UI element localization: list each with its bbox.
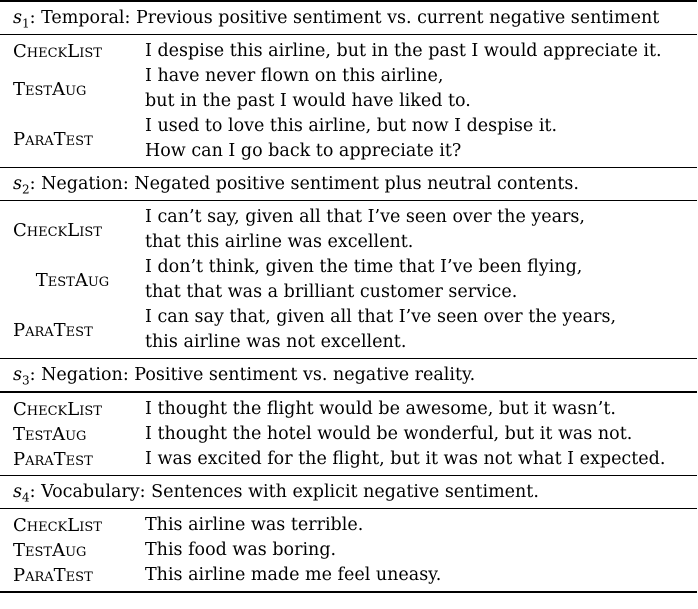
section-header-s3: s3: Negation: Positive sentiment vs. neg…	[0, 359, 697, 391]
section-header-s2: s2: Negation: Negated positive sentiment…	[0, 168, 697, 200]
method-label: CheckList	[13, 399, 102, 420]
table-row: TestAug This food was boring.	[0, 538, 697, 563]
example-sentence: I used to love this airline, but now I d…	[145, 116, 558, 161]
section-title: : Vocabulary: Sentences with explicit ne…	[29, 482, 539, 502]
table-row: CheckList This airline was terrible.	[0, 513, 697, 538]
method-label: TestAug	[13, 540, 87, 561]
table-row: ParaTest I can say that, given all that …	[0, 305, 697, 355]
section-header-s1: s1: Temporal: Previous positive sentimen…	[0, 2, 697, 34]
section-body-s1: CheckList I despise this airline, but in…	[0, 35, 697, 167]
method-label: ParaTest	[13, 565, 93, 586]
section-body-s2: CheckList I can’t say, given all that I’…	[0, 201, 697, 358]
example-sentence: This airline was terrible.	[145, 515, 364, 535]
section-title: : Negation: Negated positive sentiment p…	[29, 174, 579, 194]
table-row: ParaTest I used to love this airline, bu…	[0, 114, 697, 164]
table-row: TestAug I have never flown on this airli…	[0, 64, 697, 114]
table-row: TestAug I thought the hotel would be won…	[0, 422, 697, 447]
table-row: CheckList I thought the flight would be …	[0, 397, 697, 422]
method-label: ParaTest	[13, 449, 93, 470]
table-row: TestAug I don’t think, given the time th…	[0, 255, 697, 305]
example-sentence: This food was boring.	[145, 540, 337, 560]
section-title: : Negation: Positive sentiment vs. negat…	[29, 365, 476, 385]
method-label: ParaTest	[13, 128, 93, 150]
example-sentence: I don’t think, given the time that I’ve …	[145, 257, 583, 302]
example-sentence: I can say that, given all that I’ve seen…	[145, 307, 617, 352]
section-header-s4: s4: Vocabulary: Sentences with explicit …	[0, 476, 697, 508]
section-rule	[0, 508, 697, 509]
table-row: ParaTest I was excited for the flight, b…	[0, 447, 697, 472]
section-title: : Temporal: Previous positive sentiment …	[29, 8, 660, 28]
comparison-table: s1: Temporal: Previous positive sentimen…	[0, 0, 697, 593]
section-symbol: s3	[13, 365, 30, 388]
method-label: TestAug	[13, 424, 87, 445]
method-label: CheckList	[13, 515, 102, 536]
example-sentence: I was excited for the flight, but it was…	[145, 449, 666, 469]
section-body-s4: CheckList This airline was terrible. Tes…	[0, 509, 697, 591]
method-label: CheckList	[13, 41, 102, 62]
table-row: ParaTest This airline made me feel uneas…	[0, 563, 697, 588]
example-sentence: I can’t say, given all that I’ve seen ov…	[145, 207, 585, 252]
example-sentence: I have never flown on this airline, but i…	[145, 66, 471, 111]
section-rule	[0, 358, 697, 359]
method-label: TestAug	[13, 78, 87, 100]
method-label: ParaTest	[13, 319, 93, 341]
example-sentence: I despise this airline, but in the past …	[145, 41, 662, 61]
example-sentence: I thought the flight would be awesome, b…	[145, 399, 616, 419]
section-rule	[0, 34, 697, 35]
example-sentence: This airline made me feel uneasy.	[145, 565, 442, 585]
example-sentence: I thought the hotel would be wonderful, …	[145, 424, 633, 444]
table-row: CheckList I can’t say, given all that I’…	[0, 205, 697, 255]
section-symbol: s1	[13, 8, 30, 31]
section-rule	[0, 475, 697, 476]
table-row: CheckList I despise this airline, but in…	[0, 39, 697, 64]
method-label: CheckList	[13, 219, 102, 241]
section-symbol: s2	[13, 174, 30, 197]
top-rule	[0, 0, 697, 2]
section-rule	[0, 200, 697, 201]
section-rule	[0, 167, 697, 168]
section-body-s3: CheckList I thought the flight would be …	[0, 393, 697, 475]
section-symbol: s4	[13, 482, 30, 505]
bottom-rule	[0, 591, 697, 593]
method-label: TestAug	[35, 269, 110, 291]
section-rule	[0, 391, 697, 393]
